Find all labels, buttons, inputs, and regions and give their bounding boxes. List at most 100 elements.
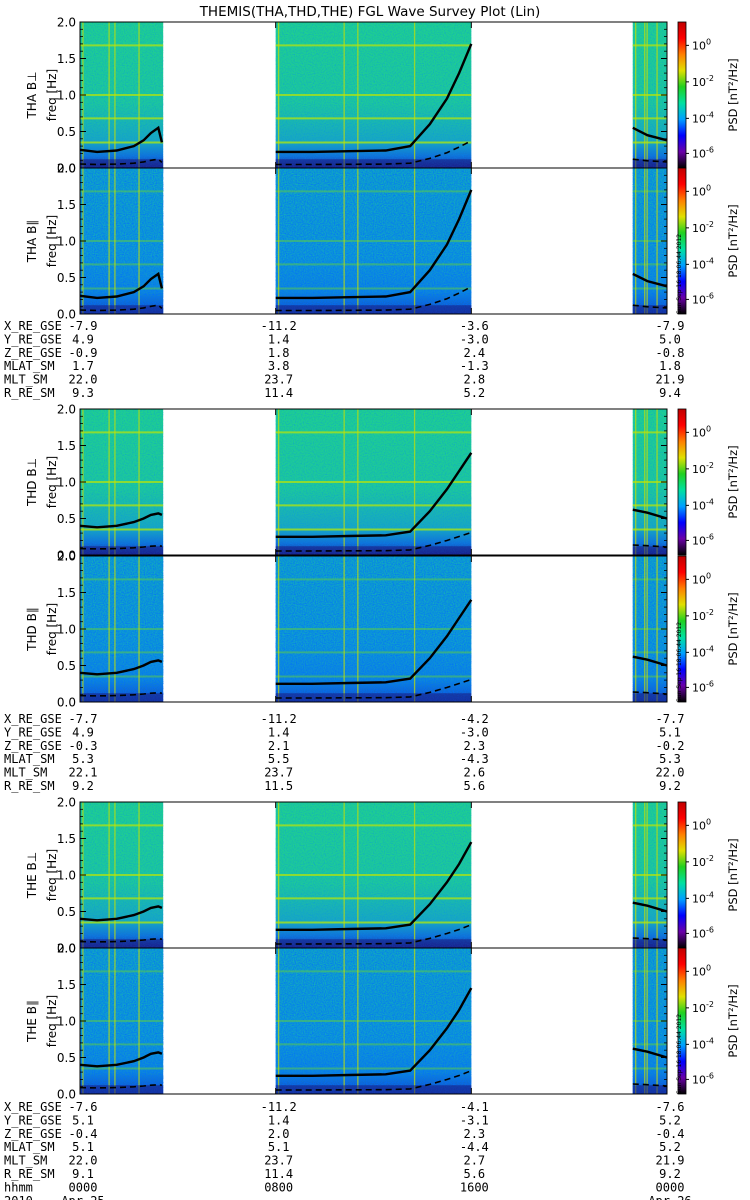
y-axis-label: freq [Hz]	[45, 456, 59, 508]
ephemeris-value: 9.2	[659, 779, 681, 793]
ephemeris-thd: X_RE_GSE -7.7 -11.2 -4.2 -7.7 Y_RE_GSE 4.9 1.4 -…	[4, 712, 684, 793]
colorbar-exponent: -2	[706, 74, 714, 83]
cyclotron-curve	[79, 659, 163, 676]
panel-label: THE B∥	[25, 1000, 39, 1043]
ephemeris-value: -11.2	[261, 712, 297, 726]
ephemeris-tha: X_RE_GSE -7.9 -11.2 -3.6 -7.9 Y_RE_GSE 4.9 1.4 -…	[4, 319, 684, 400]
y-tick-label: 0.5	[57, 905, 76, 919]
ephemeris-value: 2.4	[463, 346, 485, 360]
colorbar-label: PSD [nT²/Hz]	[726, 984, 740, 1057]
ephemeris-row-label: R_RE_SM	[4, 386, 55, 400]
low-frequency-band	[275, 693, 472, 702]
ephemeris-row-label: MLAT_SM	[4, 1140, 55, 1154]
colorbar	[677, 21, 687, 169]
ephemeris-row-label: MLT_SM	[4, 766, 47, 780]
time-axis-labels: hhmm20100000Apr 25080016000000Apr 26	[4, 1180, 692, 1200]
harmonic-curve	[275, 531, 472, 552]
ephemeris-value: 1.8	[659, 359, 681, 373]
y-tick-label: 1.0	[57, 869, 76, 883]
colorbar-exponent: -4	[706, 256, 714, 265]
ephemeris-value: -4.2	[460, 712, 489, 726]
low-frequency-band	[632, 939, 667, 948]
panel-thd_perp: 0.0 0.5 1.0 1.5 2.0 freq [Hz] THD B⊥ 100 10-2 10-…	[25, 403, 740, 563]
colorbar	[677, 167, 687, 315]
generation-timestamp: Sun Sep 16 18:06:44 2012	[676, 1014, 683, 1094]
ephemeris-value: 9.3	[72, 386, 94, 400]
colorbar-exponent: -2	[706, 461, 714, 470]
low-frequency-band	[275, 305, 472, 314]
panel-label: THE B⊥	[25, 852, 39, 899]
y-tick-label: 1.0	[57, 1015, 76, 1029]
colorbar	[677, 408, 687, 556]
ephemeris-row-label: X_RE_GSE	[4, 319, 62, 333]
colorbar-exponent: -6	[706, 925, 714, 934]
ephemeris-row-label: Z_RE_GSE	[4, 346, 62, 360]
y-tick-label: 0.0	[57, 696, 76, 710]
ephemeris-value: 5.5	[268, 752, 290, 766]
colorbar-tick-label: 10-4	[692, 256, 714, 271]
y-tick-label: 0.5	[57, 512, 76, 526]
ephemeris-value: 1.4	[268, 725, 290, 739]
spectrogram-panels: 0.0 0.5 1.0 1.5 2.0 freq [Hz] THA B⊥ 100 10-2 10-…	[25, 16, 740, 1102]
ephemeris-value: 11.4	[264, 1167, 293, 1181]
colorbar-exponent: -4	[706, 497, 714, 506]
panel-the_perp: 0.0 0.5 1.0 1.5 2.0 freq [Hz] THE B⊥ 100 10-2 10-…	[25, 796, 740, 956]
y-tick-label: 0.0	[57, 308, 76, 322]
colorbar	[677, 947, 687, 1095]
panel-label: THD B∥	[25, 607, 39, 652]
ephemeris-value: 9.1	[72, 1167, 94, 1181]
cyclotron-curve	[632, 1047, 668, 1059]
figure-title: THEMIS(THA,THD,THE) FGL Wave Survey Plot…	[199, 4, 541, 20]
ephemeris-value: 2.3	[463, 1127, 485, 1141]
y-tick-label: 0.0	[57, 942, 76, 956]
ephemeris-value: 5.6	[463, 779, 485, 793]
ephemeris-value: 21.9	[656, 1154, 685, 1168]
colorbar-tick-label: 10-4	[692, 1036, 714, 1051]
cyclotron-curve	[275, 189, 473, 300]
ephemeris-value: 4.9	[72, 725, 94, 739]
ephemeris-value: 5.2	[659, 1140, 681, 1154]
ephemeris-tables: X_RE_GSE -7.9 -11.2 -3.6 -7.9Y_RE_GSE 4.9 1.4-…	[4, 319, 684, 1181]
ephemeris-value: 5.2	[659, 1113, 681, 1127]
y-tick-label: 0.0	[57, 1088, 76, 1102]
ephemeris-value: -7.9	[69, 319, 98, 333]
low-frequency-band	[80, 1085, 164, 1094]
low-frequency-band	[275, 939, 472, 948]
generation-timestamp: Sun Sep 16 18:06:44 2012	[676, 234, 683, 314]
panel-tha_perp: 0.0 0.5 1.0 1.5 2.0 freq [Hz] THA B⊥ 100 10-2 10-…	[25, 16, 740, 176]
y-tick-label: 0.5	[57, 125, 76, 139]
ephemeris-value: 1.8	[268, 346, 290, 360]
ephemeris-value: 2.0	[268, 1127, 290, 1141]
ephemeris-value: -0.3	[69, 739, 98, 753]
ephemeris-row-label: X_RE_GSE	[4, 1100, 62, 1114]
harmonic-curve	[79, 158, 163, 166]
ephemeris-value: -0.2	[656, 739, 685, 753]
low-frequency-band	[80, 546, 164, 555]
low-frequency-band	[632, 159, 667, 168]
ephemeris-row-label: R_RE_SM	[4, 779, 55, 793]
y-tick-label: 2.0	[57, 162, 76, 176]
ephemeris-row-label: MLAT_SM	[4, 752, 55, 766]
year-label: 2010	[4, 1194, 33, 1200]
cyclotron-curve	[79, 512, 163, 529]
ephemeris-value: -7.9	[656, 319, 685, 333]
ephemeris-value: -3.6	[460, 319, 489, 333]
ephemeris-row-label: R_RE_SM	[4, 1167, 55, 1181]
ephemeris-value: 9.2	[72, 779, 94, 793]
cyclotron-curve	[632, 508, 668, 520]
colorbar-exponent: -4	[706, 1036, 714, 1045]
harmonic-curve	[79, 1083, 162, 1089]
y-tick-label: 1.0	[57, 623, 76, 637]
colorbar-exponent: 0	[706, 183, 711, 192]
ephemeris-value: 23.7	[264, 1154, 293, 1168]
y-tick-label: 1.0	[57, 235, 76, 249]
y-tick-label: 0.5	[57, 659, 76, 673]
colorbar-tick-label: 10-6	[692, 145, 714, 160]
colorbar-exponent: -4	[706, 644, 714, 653]
colorbar-tick-label: 10-2	[692, 74, 714, 89]
colorbar-tick-label: 10-4	[692, 890, 714, 905]
y-axis-label: freq [Hz]	[45, 603, 59, 655]
ephemeris-row-label: Z_RE_GSE	[4, 739, 62, 753]
ephemeris-value: -7.7	[69, 712, 98, 726]
ephemeris-value: 5.3	[659, 752, 681, 766]
